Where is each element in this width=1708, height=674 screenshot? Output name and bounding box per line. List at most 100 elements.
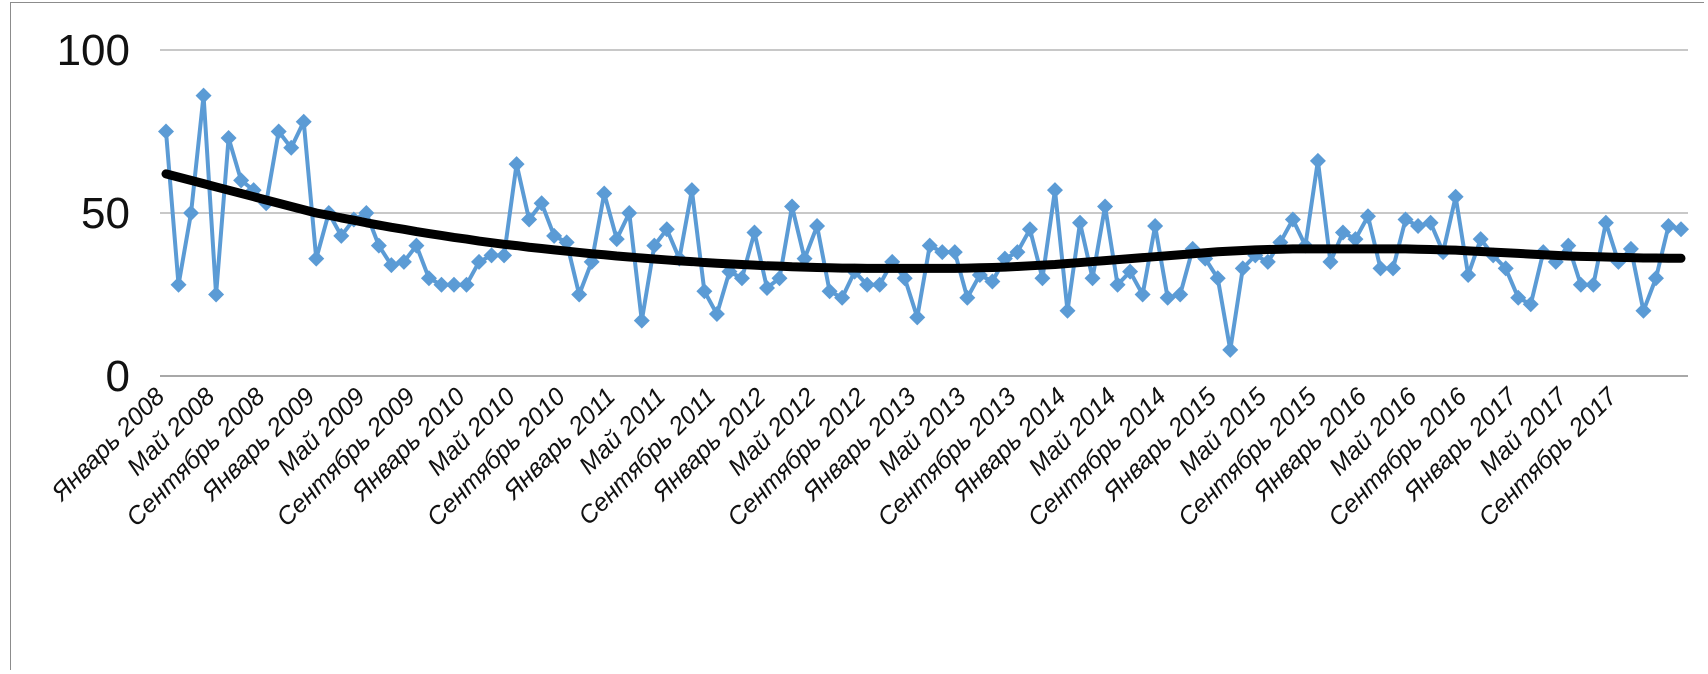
data-point bbox=[483, 247, 500, 264]
data-point bbox=[708, 306, 725, 323]
data-point bbox=[1021, 221, 1038, 238]
data-point bbox=[445, 276, 462, 293]
data-point bbox=[571, 286, 588, 303]
gridlines bbox=[160, 49, 1688, 377]
data-point bbox=[1347, 231, 1364, 248]
data-point bbox=[758, 279, 775, 296]
data-point bbox=[834, 289, 851, 306]
data-point bbox=[195, 87, 212, 104]
data-point bbox=[921, 237, 938, 254]
data-point bbox=[1059, 302, 1076, 319]
data-point bbox=[859, 276, 876, 293]
data-point bbox=[633, 312, 650, 329]
data-point bbox=[183, 205, 200, 221]
data-point bbox=[909, 309, 926, 326]
data-point bbox=[1585, 276, 1602, 293]
data-point bbox=[1147, 218, 1164, 235]
data-point bbox=[521, 211, 538, 228]
y-tick-label: 100 bbox=[57, 26, 130, 75]
data-point bbox=[1259, 253, 1276, 270]
chart-frame bbox=[10, 2, 1704, 670]
data-point bbox=[1197, 250, 1214, 267]
data-point bbox=[1447, 188, 1464, 205]
data-point bbox=[821, 283, 838, 300]
data-point bbox=[333, 227, 350, 244]
data-point bbox=[1034, 270, 1051, 287]
data-point bbox=[1234, 260, 1251, 277]
data-point bbox=[1372, 260, 1389, 277]
data-point bbox=[1097, 198, 1114, 215]
data-point bbox=[170, 276, 187, 293]
data-point bbox=[496, 247, 513, 264]
data-point bbox=[208, 286, 225, 303]
data-point bbox=[784, 198, 801, 215]
trend-line-1 bbox=[161, 169, 1686, 273]
data-point bbox=[1647, 270, 1664, 287]
y-axis-tick-labels: 0 50 100 bbox=[57, 26, 130, 401]
data-point bbox=[395, 253, 412, 270]
y-tick-label: 0 bbox=[106, 352, 130, 401]
data-point bbox=[1209, 270, 1226, 287]
data-point bbox=[158, 123, 174, 140]
data-point bbox=[946, 244, 963, 261]
data-point bbox=[1359, 208, 1376, 225]
data-point bbox=[646, 237, 663, 254]
data-point bbox=[1597, 214, 1614, 231]
data-point bbox=[608, 231, 625, 248]
data-point bbox=[809, 218, 826, 235]
data-point bbox=[408, 237, 425, 254]
data-point bbox=[1560, 237, 1577, 254]
data-point bbox=[1522, 296, 1539, 313]
series-line-0 bbox=[164, 93, 1683, 352]
data-point bbox=[959, 289, 976, 306]
data-point bbox=[1322, 253, 1339, 270]
data-point bbox=[1172, 286, 1189, 303]
data-point bbox=[1334, 224, 1351, 241]
data-point bbox=[1510, 289, 1527, 306]
data-point bbox=[283, 139, 300, 156]
data-point bbox=[420, 270, 437, 287]
data-point bbox=[383, 257, 400, 274]
data-point bbox=[1572, 276, 1589, 293]
data-point bbox=[896, 270, 913, 287]
data-point bbox=[1309, 152, 1326, 169]
data-point bbox=[308, 250, 325, 267]
data-point bbox=[1134, 286, 1151, 303]
data-point bbox=[1159, 289, 1176, 306]
data-point bbox=[1084, 270, 1101, 287]
data-point bbox=[370, 237, 387, 254]
data-point bbox=[546, 227, 563, 244]
data-point bbox=[295, 113, 312, 130]
data-point bbox=[683, 182, 700, 199]
data-point bbox=[984, 273, 1001, 290]
data-point bbox=[771, 270, 788, 287]
data-point bbox=[596, 185, 613, 202]
data-point bbox=[1635, 302, 1652, 319]
data-point bbox=[621, 205, 638, 221]
data-point bbox=[1385, 260, 1402, 277]
data-point bbox=[1497, 260, 1514, 277]
data-point bbox=[1109, 276, 1126, 293]
data-point bbox=[658, 221, 675, 238]
data-point bbox=[1622, 240, 1639, 257]
data-point bbox=[1072, 214, 1089, 231]
data-point bbox=[871, 276, 888, 293]
data-point bbox=[1122, 263, 1139, 280]
data-point bbox=[1673, 221, 1689, 238]
data-point bbox=[1222, 341, 1239, 358]
data-point bbox=[458, 276, 475, 293]
data-point bbox=[934, 244, 951, 261]
data-point bbox=[1046, 182, 1063, 199]
data-point bbox=[1660, 218, 1677, 235]
data-point bbox=[1284, 211, 1301, 228]
data-point bbox=[696, 283, 713, 300]
data-point bbox=[1009, 244, 1026, 261]
data-point bbox=[471, 253, 488, 270]
data-point bbox=[533, 195, 550, 212]
data-point bbox=[1472, 231, 1489, 248]
data-point bbox=[1397, 211, 1414, 228]
data-point bbox=[746, 224, 763, 241]
y-tick-label: 50 bbox=[81, 189, 130, 238]
